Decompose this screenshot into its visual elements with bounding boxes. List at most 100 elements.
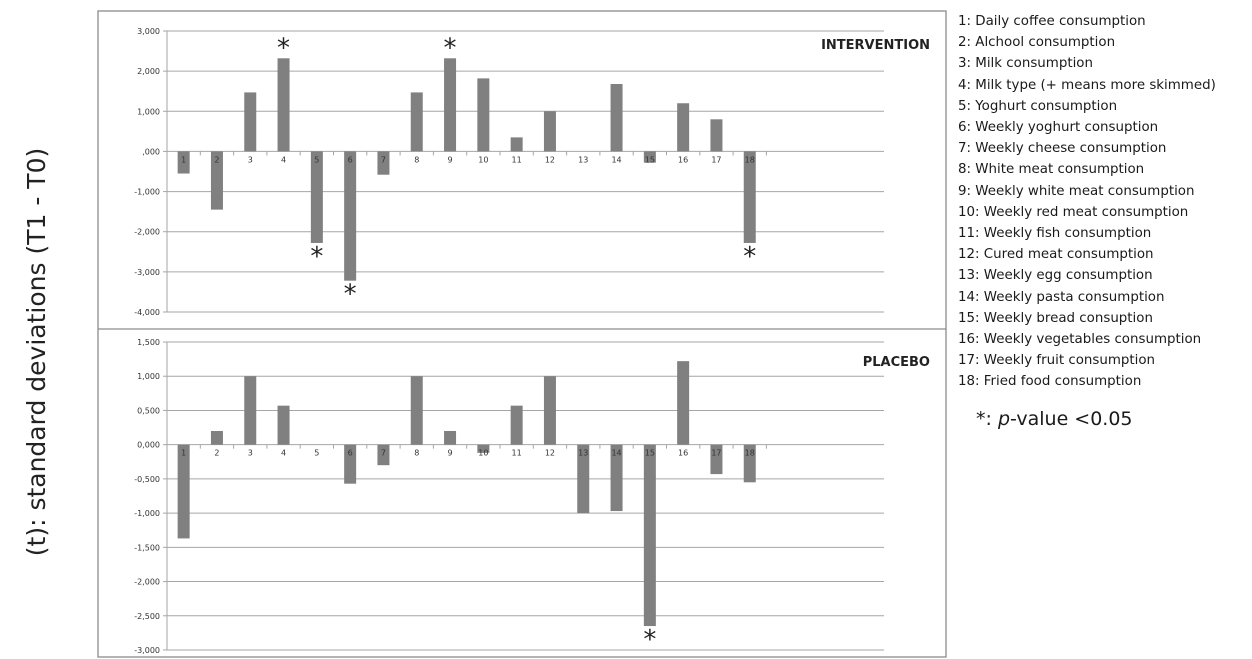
- bar-placebo-10: [477, 444, 490, 453]
- x-category-label: 18: [745, 155, 755, 164]
- bar-intervention-11: [510, 137, 523, 152]
- bar-intervention-1: [177, 151, 190, 174]
- significance-symbol: *: [976, 408, 986, 430]
- bar-placebo-9: [444, 430, 457, 445]
- x-category-label: 7: [381, 155, 386, 164]
- x-category-label: 9: [448, 155, 453, 164]
- y-tick-label: -1,000: [134, 188, 160, 197]
- bar-intervention-9: [444, 58, 457, 152]
- bar-intervention-6: [344, 151, 357, 281]
- panel-title: PLACEBO: [863, 355, 930, 370]
- bar-placebo-4: [277, 405, 290, 445]
- x-category-label: 13: [578, 155, 588, 164]
- bar-intervention-14: [610, 83, 623, 152]
- legend-item: 5: Yoghurt consumption: [958, 98, 1118, 114]
- significance-text: -value <0.05: [1010, 408, 1133, 430]
- x-category-label: 16: [678, 449, 688, 458]
- significance-p-label: p: [997, 408, 1011, 430]
- y-tick-label: 1,000: [137, 372, 160, 381]
- bar-intervention-17: [710, 119, 723, 152]
- y-tick-label: 0,500: [137, 406, 160, 415]
- bar-placebo-13: [577, 444, 590, 514]
- legend-item: 11: Weekly fish consumption: [958, 226, 1152, 242]
- x-category-label: 15: [645, 155, 655, 164]
- bar-placebo-15: [643, 444, 656, 627]
- bar-placebo-7: [377, 444, 390, 466]
- significance-separator: :: [985, 408, 998, 430]
- y-tick-label: -3,000: [134, 646, 160, 655]
- y-tick-label: -2,000: [134, 228, 160, 237]
- x-category-label: 2: [214, 449, 219, 458]
- x-category-label: 6: [348, 449, 353, 458]
- bar-intervention-18: [743, 151, 756, 243]
- x-category-label: 13: [578, 449, 588, 458]
- x-category-label: 4: [281, 449, 286, 458]
- legend-item: 14: Weekly pasta consumption: [958, 289, 1165, 305]
- legend-item: 9: Weekly white meat consumption: [958, 183, 1195, 199]
- significance-asterisk: *: [344, 280, 357, 310]
- bar-placebo-12: [543, 376, 556, 445]
- significance-asterisk: *: [643, 625, 656, 655]
- y-axis-label: (t): standard deviations (T1 - T0): [22, 148, 51, 556]
- bar-placebo-6: [344, 444, 357, 484]
- legend-item: 15: Weekly bread consuption: [958, 310, 1153, 326]
- x-category-label: 15: [645, 449, 655, 458]
- legend-item: 10: Weekly red meat consumption: [958, 204, 1189, 220]
- y-tick-label: 1,000: [137, 107, 160, 116]
- bar-placebo-14: [610, 444, 623, 512]
- bar-intervention-15: [643, 151, 656, 163]
- bar-placebo-2: [210, 430, 223, 445]
- x-category-label: 11: [512, 449, 522, 458]
- legend-item: 8: White meat consumption: [958, 162, 1145, 178]
- x-category-label: 10: [478, 155, 488, 164]
- x-category-label: 8: [414, 449, 419, 458]
- x-category-label: 2: [214, 155, 219, 164]
- y-tick-label: -3,000: [134, 268, 160, 277]
- bar-placebo-8: [410, 376, 423, 445]
- y-tick-label: 1,500: [137, 338, 160, 347]
- intervention-panel: 3,000 2,000 1,000 ,000 -1,000 -2,000 -3,000 -4,…: [134, 27, 930, 317]
- significance-asterisk: *: [444, 33, 457, 63]
- category-legend: 1: Daily coffee consumption 2: Alchool co…: [958, 11, 1250, 393]
- y-tick-label: ,000: [142, 147, 160, 156]
- x-category-label: 6: [348, 155, 353, 164]
- legend-item: 2: Alchool consumption: [958, 35, 1116, 51]
- bar-intervention-2: [210, 151, 223, 210]
- legend-item: 6: Weekly yoghurt consuption: [958, 120, 1159, 136]
- legend-item: 4: Milk type (+ means more skimmed): [958, 77, 1216, 93]
- panel-title: INTERVENTION: [821, 38, 930, 53]
- legend-item: 17: Weekly fruit consumption: [958, 353, 1156, 369]
- bar-placebo-11: [510, 405, 523, 445]
- y-tick-label: 3,000: [137, 27, 160, 36]
- x-category-label: 14: [611, 449, 621, 458]
- y-tick-label: 0,000: [137, 441, 160, 450]
- bar-intervention-12: [543, 111, 556, 152]
- bar-placebo-18: [743, 444, 756, 483]
- x-category-label: 16: [678, 155, 688, 164]
- x-category-label: 12: [545, 449, 555, 458]
- x-category-label: 3: [248, 449, 253, 458]
- y-tick-label: -2,000: [134, 578, 160, 587]
- bar-intervention-8: [410, 92, 423, 152]
- y-tick-label: -0,500: [134, 475, 160, 484]
- bar-intervention-16: [677, 103, 690, 152]
- placebo-panel: 1,500 1,000 0,500 0,000 -0,500 -1,000 -1,500 -2…: [134, 338, 930, 655]
- legend-item: 18: Fried food consumption: [958, 374, 1142, 390]
- x-category-label: 11: [512, 155, 522, 164]
- legend-item: 12: Cured meat consumption: [958, 247, 1154, 263]
- x-category-label: 4: [281, 155, 286, 164]
- x-category-label: 17: [711, 449, 721, 458]
- legend-item: 13: Weekly egg consumption: [958, 268, 1153, 284]
- x-category-label: 17: [711, 155, 721, 164]
- bar-intervention-3: [244, 92, 257, 152]
- significance-asterisk: *: [277, 33, 290, 63]
- x-category-label: 7: [381, 449, 386, 458]
- y-tick-label: -4,000: [134, 308, 160, 317]
- legend-item: 7: Weekly cheese consumption: [958, 141, 1167, 157]
- bar-intervention-5: [310, 151, 323, 243]
- bar-placebo-16: [677, 361, 690, 445]
- bar-intervention-10: [477, 78, 490, 152]
- significance-note: *: p-value <0.05: [976, 408, 1133, 430]
- bar-intervention-7: [377, 151, 390, 175]
